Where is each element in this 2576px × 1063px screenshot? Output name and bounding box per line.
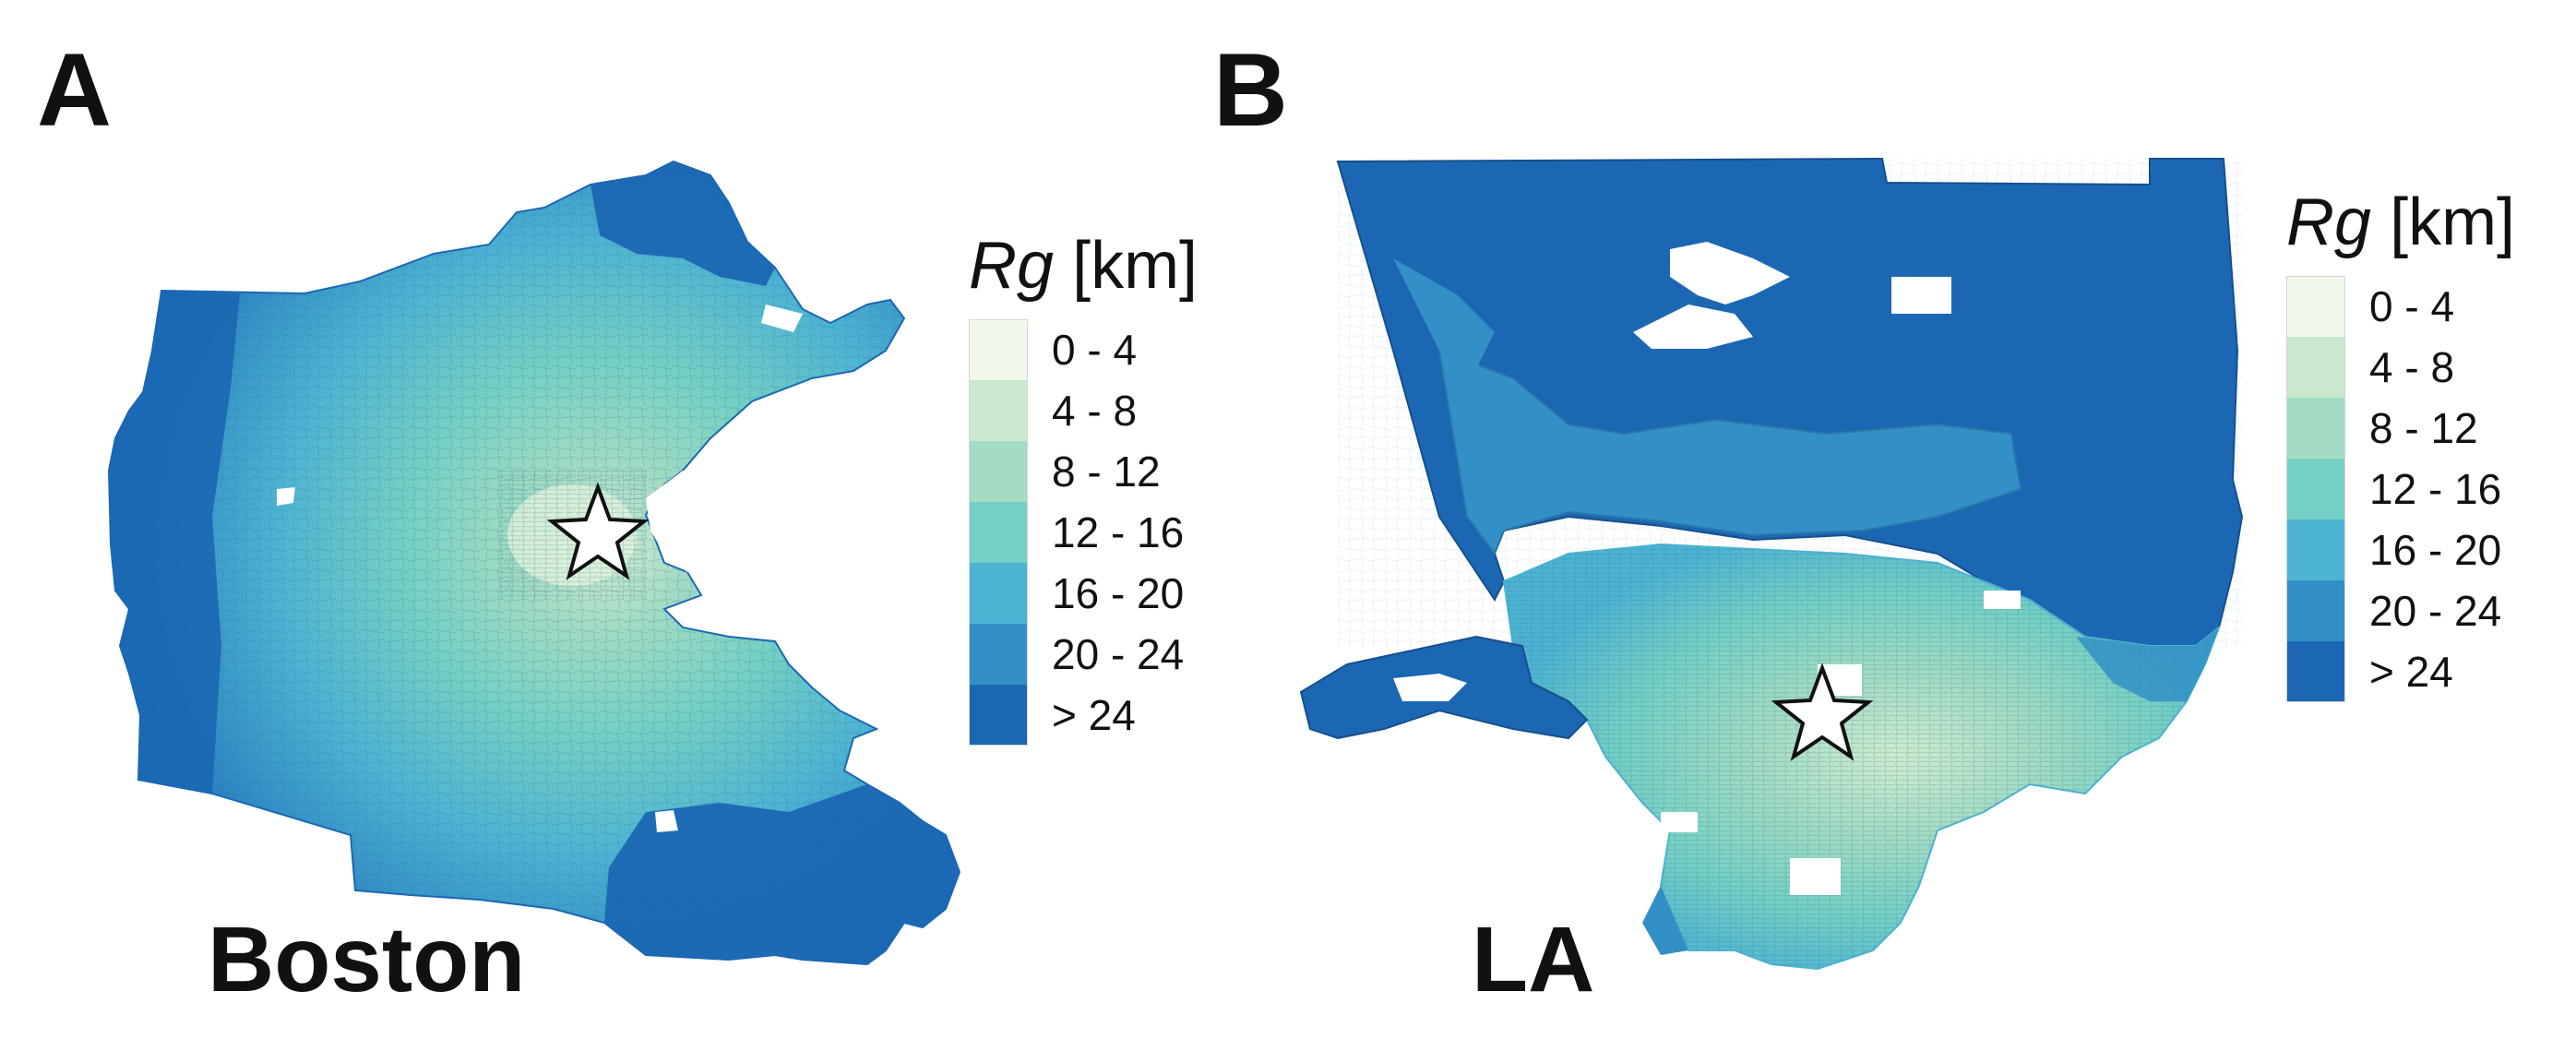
legend-a-row: 4 - 8 — [969, 380, 1198, 441]
legend-b-bins: 0 - 4 4 - 8 8 - 12 12 - 16 16 - 20 20 - … — [2286, 276, 2515, 702]
legend-b-row: 16 - 20 — [2286, 520, 2515, 580]
boston-city-label: Boston — [208, 908, 526, 1011]
legend-a-label: 12 - 16 — [1052, 508, 1185, 556]
legend-a-row: 8 - 12 — [969, 441, 1198, 502]
legend-a-label: 8 - 12 — [1052, 448, 1161, 496]
legend-b-row: 0 - 4 — [2286, 276, 2515, 337]
legend-b-unit: [km] — [2390, 185, 2516, 259]
legend-b-variable: Rg — [2286, 185, 2372, 259]
legend-b-row: 8 - 12 — [2286, 398, 2515, 459]
legend-b-label: > 24 — [2369, 648, 2453, 696]
legend-a-swatch — [969, 685, 1028, 746]
la-blank-edwards — [1891, 277, 1951, 314]
legend-b-label: 20 - 24 — [2369, 587, 2502, 635]
legend-a-swatch — [969, 563, 1028, 624]
la-map — [1299, 157, 2244, 971]
legend-a-swatch — [969, 441, 1028, 502]
legend-b-swatch — [2286, 459, 2345, 520]
la-island-cutout — [1393, 674, 1467, 701]
la-east-fringe — [2076, 627, 2219, 701]
legend-b-label: 12 - 16 — [2369, 465, 2502, 513]
legend-b-title: Rg [km] — [2286, 189, 2515, 256]
legend-a-row: 12 - 16 — [969, 502, 1198, 563]
legend-a-label: 20 - 24 — [1052, 630, 1185, 678]
la-blank-north-2 — [1633, 305, 1753, 349]
legend-a-title: Rg [km] — [969, 233, 1198, 299]
la-blank-north — [1670, 242, 1790, 305]
boston-map — [107, 160, 961, 966]
legend-a-swatch — [969, 502, 1028, 563]
la-palos-verdes — [1642, 886, 1688, 955]
panel-b-label: B — [1213, 32, 1288, 148]
boston-north-shore — [590, 161, 775, 286]
legend-b-swatch — [2286, 520, 2345, 580]
legend-a-swatch — [969, 624, 1028, 685]
legend-a-label: 4 - 8 — [1052, 387, 1138, 435]
la-star-icon — [1771, 663, 1874, 761]
legend-a-variable: Rg — [969, 229, 1055, 303]
legend-b-label: 16 - 20 — [2369, 526, 2502, 574]
boston-pond — [655, 810, 678, 832]
legend-a-label: 0 - 4 — [1052, 326, 1138, 374]
legend-b-label: 4 - 8 — [2369, 343, 2455, 391]
legend-a-swatch — [969, 319, 1028, 380]
legend-a-row: 16 - 20 — [969, 563, 1198, 624]
panel-a-label: A — [37, 32, 112, 148]
la-northwest-valley — [1393, 258, 1495, 388]
legend-a-bins: 0 - 4 4 - 8 8 - 12 12 - 16 16 - 20 20 - … — [969, 319, 1198, 746]
legend-a-row: 20 - 24 — [969, 624, 1198, 685]
legend-a-swatch — [969, 380, 1028, 441]
boston-west-edge — [109, 291, 240, 794]
legend-b-swatch — [2286, 580, 2345, 641]
legend-a-unit: [km] — [1072, 229, 1199, 303]
legend-b-swatch — [2286, 276, 2345, 337]
legend-b-label: 8 - 12 — [2369, 404, 2478, 452]
boston-south-shore — [604, 784, 960, 964]
legend-a-row: > 24 — [969, 685, 1198, 746]
boston-star-icon — [546, 482, 650, 580]
boston-river-gap — [277, 487, 295, 506]
la-foothills — [1437, 349, 2022, 556]
legend-a-row: 0 - 4 — [969, 319, 1198, 380]
la-city-label: LA — [1472, 908, 1595, 1011]
boston-harbor — [646, 471, 729, 572]
legend-b-row: 20 - 24 — [2286, 580, 2515, 641]
legend-b-row: 12 - 16 — [2286, 459, 2515, 520]
legend-a-label: 16 - 20 — [1052, 569, 1185, 617]
legend-b-swatch — [2286, 398, 2345, 459]
legend-b-label: 0 - 4 — [2369, 282, 2455, 330]
boston-cape-ann-inlet — [761, 305, 803, 332]
la-basin-gap-2 — [1661, 812, 1698, 832]
la-basin-gap-3 — [1790, 858, 1841, 895]
legend-b-row: 4 - 8 — [2286, 337, 2515, 398]
legend-a: Rg [km] 0 - 4 4 - 8 8 - 12 12 - 16 16 - … — [969, 233, 1198, 746]
legend-b-row: > 24 — [2286, 641, 2515, 702]
legend-a-label: > 24 — [1052, 691, 1136, 739]
legend-b: Rg [km] 0 - 4 4 - 8 8 - 12 12 - 16 16 - … — [2286, 189, 2515, 702]
la-basin-gap-4 — [1984, 591, 2021, 609]
la-basin-tracts — [1504, 544, 2219, 969]
legend-b-swatch — [2286, 337, 2345, 398]
legend-b-swatch — [2286, 641, 2345, 702]
